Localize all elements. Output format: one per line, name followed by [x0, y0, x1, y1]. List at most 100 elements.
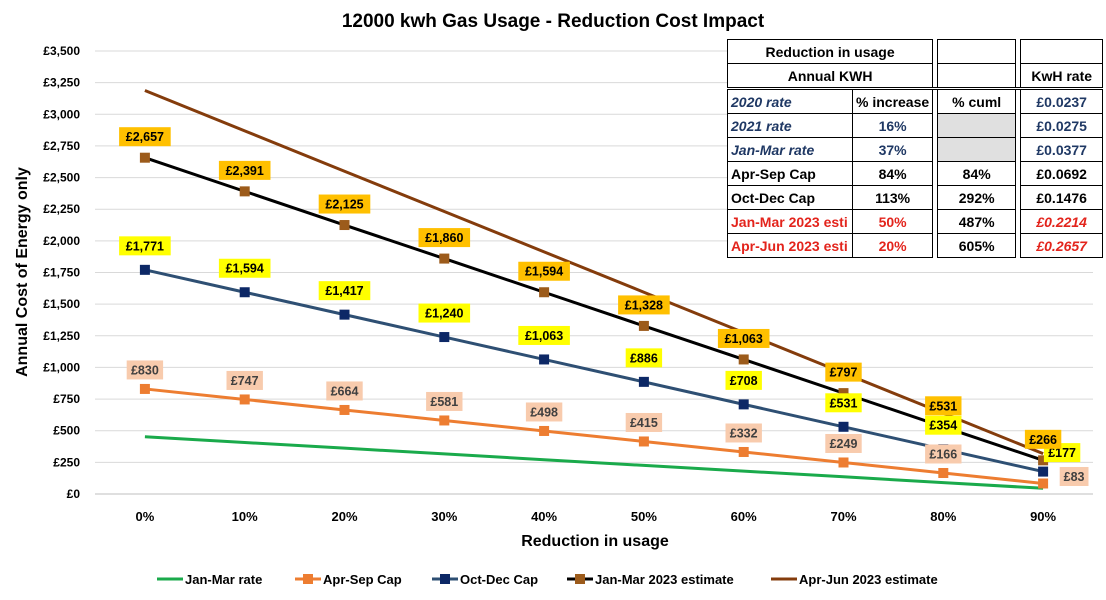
data-label-box — [418, 228, 471, 248]
series-line-apr-jun-2023-estimate — [144, 89, 1044, 456]
data-label: £249 — [830, 437, 858, 451]
data-label: £2,657 — [126, 130, 164, 144]
table-row: 2021 rate 16% £0.0275 — [727, 113, 1104, 138]
legend-label: Apr-Jun 2023 estimate — [799, 572, 938, 587]
data-point — [339, 220, 350, 231]
row-cuml: % cuml — [937, 88, 1017, 114]
data-label: £2,391 — [226, 164, 264, 178]
data-label-box — [825, 393, 862, 413]
x-tick-label: 30% — [431, 509, 457, 524]
table-row: Oct-Dec Cap 113% 292% £0.1476 — [727, 185, 1104, 210]
data-point — [539, 354, 550, 365]
row-cuml: 487% — [937, 209, 1017, 234]
data-point — [239, 186, 250, 197]
table-header-kwh-rate: KwH rate — [1020, 63, 1104, 90]
data-point — [1038, 455, 1049, 466]
y-tick-label: £3,250 — [43, 76, 80, 90]
data-label-box — [625, 348, 663, 368]
series-layer — [139, 89, 1049, 490]
x-tick-label: 40% — [531, 509, 557, 524]
data-point — [439, 332, 450, 343]
row-pct: % increase — [851, 88, 934, 114]
data-point — [638, 320, 649, 331]
series-line-apr-sep-cap — [144, 387, 1044, 485]
data-label: £664 — [331, 384, 359, 398]
legend: Jan-Mar rate Apr-Sep Cap Oct-Dec Cap Jan-Ma… — [157, 572, 938, 587]
data-label-box — [1059, 466, 1089, 486]
data-label-box — [925, 444, 962, 464]
x-tick-label: 0% — [136, 509, 155, 524]
row-pct: 16% — [851, 113, 934, 138]
y-tick-label: £2,250 — [43, 202, 80, 216]
data-label: £83 — [1064, 470, 1085, 484]
y-tick-label: £1,500 — [43, 297, 80, 311]
data-label: £797 — [830, 366, 858, 380]
data-label: £1,328 — [625, 298, 663, 312]
row-label: 2020 rate — [727, 88, 853, 114]
legend-label: Oct-Dec Cap — [460, 572, 538, 587]
row-cuml — [937, 113, 1017, 138]
table-header-empty — [937, 39, 1017, 64]
data-point — [1038, 478, 1049, 489]
data-label-box — [119, 236, 171, 256]
data-label: £1,063 — [525, 329, 563, 343]
data-label-box — [618, 295, 670, 315]
legend-label: Apr-Sep Cap — [323, 572, 402, 587]
row-label: Apr-Jun 2023 esti — [727, 233, 853, 258]
data-point — [539, 287, 550, 298]
data-label-box — [418, 303, 471, 323]
data-label: £498 — [530, 405, 558, 419]
data-point — [938, 467, 949, 478]
y-tick-label: £1,250 — [43, 329, 80, 343]
row-cuml: 605% — [937, 233, 1017, 258]
data-label: £332 — [730, 426, 758, 440]
data-label-box — [226, 370, 263, 390]
data-label: £747 — [231, 374, 259, 388]
row-cuml: 292% — [937, 185, 1017, 210]
y-tick-label: £750 — [53, 392, 80, 406]
data-label-box — [126, 360, 164, 380]
y-tick-label: £3,500 — [43, 44, 80, 58]
x-tick-label: 80% — [930, 509, 956, 524]
data-label-box — [625, 412, 663, 432]
data-labels-layer: £830 £747 £664 £581 £498 £415 £332 £249 £166 £83 £… — [119, 127, 1089, 486]
data-label: £886 — [630, 351, 658, 365]
data-point — [239, 394, 250, 405]
data-label-box — [925, 415, 962, 435]
row-label: Jan-Mar 2023 esti — [727, 209, 853, 234]
table-row: 2020 rate % increase % cuml £0.0237 — [727, 88, 1104, 114]
y-tick-label: £3,000 — [43, 107, 80, 121]
data-label: £354 — [929, 419, 957, 433]
row-label: 2021 rate — [727, 113, 853, 138]
data-point — [738, 446, 749, 457]
data-label: £1,594 — [525, 265, 563, 279]
row-pct: 50% — [851, 209, 934, 234]
row-pct: 37% — [851, 137, 934, 162]
data-label: £1,063 — [725, 332, 763, 346]
data-point — [339, 404, 350, 415]
data-label-box — [518, 261, 570, 281]
row-label: Oct-Dec Cap — [727, 185, 853, 210]
data-point — [838, 457, 849, 468]
data-label-box — [725, 370, 762, 390]
data-point — [838, 421, 849, 432]
row-cuml — [937, 137, 1017, 162]
row-rate: £0.0237 — [1020, 88, 1104, 114]
x-tick-label: 60% — [731, 509, 757, 524]
chart-title: 12000 kwh Gas Usage - Reduction Cost Imp… — [342, 11, 765, 32]
data-point — [638, 376, 649, 387]
data-label: £830 — [131, 363, 159, 377]
x-tick-label: 10% — [232, 509, 258, 524]
y-tick-label: £0 — [67, 487, 81, 501]
row-rate: £0.0275 — [1020, 113, 1104, 138]
data-label: £1,771 — [126, 239, 164, 253]
y-tick-label: £1,750 — [43, 266, 80, 280]
data-label-box — [218, 160, 271, 180]
y-tick-label: £250 — [53, 455, 80, 469]
data-label: £1,594 — [226, 262, 264, 276]
row-rate: £0.0692 — [1020, 161, 1104, 186]
data-label-box — [825, 433, 862, 453]
x-tick-label: 50% — [631, 509, 657, 524]
data-label: £581 — [430, 395, 458, 409]
data-label-box — [318, 281, 371, 301]
